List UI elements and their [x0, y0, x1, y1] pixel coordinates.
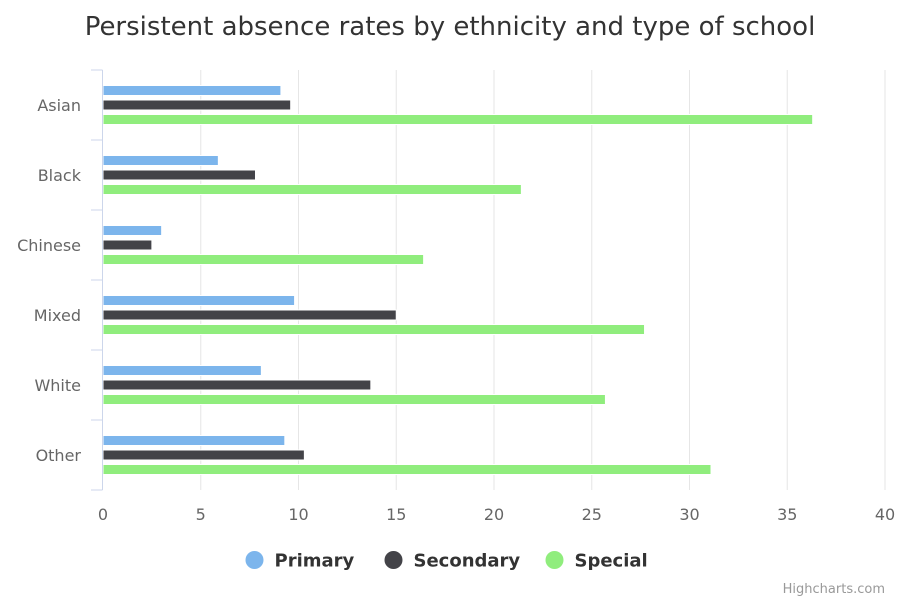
legend-marker-secondary: [384, 551, 403, 569]
x-tick-label: 20: [484, 505, 504, 524]
legend-item-primary[interactable]: Primary: [245, 551, 355, 572]
bar-special-mixed[interactable]: [102, 324, 646, 335]
credits[interactable]: Highcharts.com: [783, 582, 885, 597]
category-label-black: Black: [38, 166, 82, 185]
x-tick-label: 10: [288, 505, 308, 524]
x-tick-label: 15: [386, 505, 406, 524]
legend-marker-special: [545, 551, 564, 569]
legend-marker-primary: [245, 551, 264, 569]
gridlines: [200, 70, 886, 490]
x-tick-label: 0: [98, 505, 108, 524]
bar-primary-mixed[interactable]: [102, 295, 296, 306]
bar-special-other[interactable]: [102, 464, 712, 475]
bar-primary-other[interactable]: [102, 435, 286, 446]
legend-item-secondary[interactable]: Secondary: [384, 551, 521, 572]
bar-primary-black[interactable]: [102, 155, 219, 166]
axes: 0 5 10 15 20 25 30 35 40 Asian Black Chinese Mixed Wh…: [17, 69, 895, 524]
x-tick-label: 30: [679, 505, 699, 524]
bar-special-chinese[interactable]: [102, 254, 425, 265]
category-label-white: White: [34, 376, 81, 395]
bar-primary-white[interactable]: [102, 365, 262, 376]
x-tick-label: 25: [582, 505, 602, 524]
category-label-asian: Asian: [37, 96, 81, 115]
legend-label-secondary: Secondary: [414, 551, 521, 572]
x-tick-label: 40: [875, 505, 895, 524]
bar-primary-asian[interactable]: [102, 85, 282, 96]
bars: [102, 85, 814, 475]
legend-label-primary: Primary: [275, 551, 355, 572]
chart-title: Persistent absence rates by ethnicity an…: [85, 12, 816, 42]
legend-label-special: Special: [575, 551, 648, 572]
bar-secondary-white[interactable]: [102, 379, 372, 391]
x-tick-label: 5: [196, 505, 206, 524]
x-tick-label: 35: [777, 505, 797, 524]
category-label-other: Other: [36, 446, 82, 465]
bar-special-asian[interactable]: [102, 114, 814, 125]
bar-secondary-other[interactable]: [102, 449, 305, 461]
bar-secondary-chinese[interactable]: [102, 239, 153, 251]
bar-special-white[interactable]: [102, 394, 606, 405]
bar-special-black[interactable]: [102, 184, 522, 195]
legend-item-special[interactable]: Special: [545, 551, 648, 572]
bar-primary-chinese[interactable]: [102, 225, 163, 236]
bar-secondary-mixed[interactable]: [102, 309, 397, 321]
category-label-chinese: Chinese: [17, 236, 81, 255]
bar-secondary-black[interactable]: [102, 169, 256, 181]
bar-secondary-asian[interactable]: [102, 99, 292, 111]
category-label-mixed: Mixed: [34, 306, 81, 325]
legend: Primary Secondary Special: [245, 551, 648, 572]
